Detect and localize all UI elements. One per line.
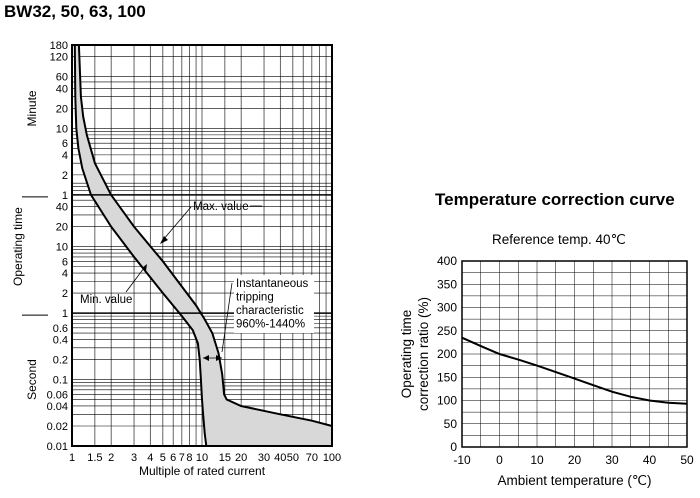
y-tick-label: 0.02 — [47, 421, 68, 433]
chart2-frame — [461, 260, 688, 448]
x-axis-label: Multiple of rated current — [139, 464, 266, 478]
x-tick-label: 20 — [235, 452, 247, 464]
x-tick-label: 30 — [605, 453, 619, 467]
y-tick-label: 40 — [56, 83, 68, 95]
x-tick-label: 50 — [287, 452, 299, 464]
x-tick-label: 10 — [530, 453, 544, 467]
min-label-leader — [125, 267, 145, 293]
annotation-bg — [234, 275, 314, 333]
max-value-label: Max. value — [193, 201, 249, 213]
instantaneous-trip-label: 960%-1440% — [236, 319, 305, 331]
y-tick-label: 20 — [56, 222, 68, 234]
arrow-head — [216, 355, 222, 361]
x-tick-label: 8 — [186, 452, 192, 464]
inst-label-leader — [221, 282, 233, 353]
y-tick-label: 4 — [62, 268, 68, 280]
arrow-head — [142, 264, 147, 271]
x-tick-label: 100 — [323, 452, 341, 464]
y-tick-label: 0.04 — [47, 401, 68, 413]
y-tick-label: 2 — [62, 170, 68, 182]
x-tick-label: 1.5 — [87, 452, 102, 464]
x-tick-label: 7 — [179, 452, 185, 464]
y-tick-label: 120 — [50, 52, 68, 64]
max-label-leader — [162, 206, 192, 241]
y-axis-label: correction ratio (%) — [416, 297, 431, 411]
y-tick-label: 6 — [62, 256, 68, 268]
x-tick-label: 0 — [496, 453, 503, 467]
chart1-frame — [71, 44, 333, 447]
x-tick-label: 20 — [568, 453, 582, 467]
x-tick-label: 5 — [160, 452, 166, 464]
x-tick-label: 30 — [258, 452, 270, 464]
x-tick-label: 70 — [306, 452, 318, 464]
y-tick-label: 250 — [437, 324, 457, 338]
y-section-label-minute: Minute — [25, 90, 39, 126]
temperature-chart-subtitle: Reference temp. 40℃ — [492, 232, 626, 247]
y-tick-label: 0 — [450, 440, 457, 454]
x-tick-label: 40 — [643, 453, 657, 467]
y-section-label-second: Second — [25, 359, 39, 400]
y-tick-label: 300 — [437, 301, 457, 315]
x-tick-label: 10 — [196, 452, 208, 464]
min-value-curve — [73, 44, 208, 447]
instantaneous-trip-label: Instantaneous — [236, 278, 309, 290]
y-tick-label: 0.01 — [47, 441, 68, 453]
y-tick-label: 4 — [62, 150, 68, 162]
page-heading: BW32, 50, 63, 100 — [4, 2, 146, 21]
y-tick-label: 6 — [62, 138, 68, 150]
y-tick-label: 350 — [437, 277, 457, 291]
instantaneous-trip-label: tripping — [236, 292, 274, 304]
y-axis-label: Operating time — [399, 310, 414, 399]
y-tick-label: 40 — [56, 202, 68, 214]
y-tick-label: 0.1 — [53, 375, 68, 387]
x-tick-label: 15 — [219, 452, 231, 464]
y-tick-label: 10 — [56, 242, 68, 254]
arrow-head — [203, 355, 209, 361]
arrow-head — [160, 236, 168, 244]
x-tick-label: 40 — [274, 452, 286, 464]
y-tick-label: 200 — [437, 347, 457, 361]
y-tick-label: 1 — [62, 190, 68, 202]
x-tick-label: 6 — [170, 452, 176, 464]
y-tick-label: 100 — [437, 394, 457, 408]
x-tick-label: 4 — [147, 452, 153, 464]
instantaneous-trip-label: characteristic — [236, 305, 304, 317]
x-tick-label: 2 — [108, 452, 114, 464]
x-tick-label: 1 — [69, 452, 75, 464]
x-axis-label: Ambient temperature (℃) — [498, 473, 652, 488]
y-tick-label: 1 — [62, 308, 68, 320]
y-tick-label: 0.4 — [53, 335, 68, 347]
y-tick-label: 150 — [437, 370, 457, 384]
min-value-label: Min. value — [80, 294, 132, 306]
y-tick-label: 180 — [50, 40, 68, 52]
y-tick-label: 50 — [444, 417, 458, 431]
y-tick-label: 20 — [56, 103, 68, 115]
temperature-chart-title: Temperature correction curve — [435, 190, 675, 209]
y-tick-label: 2 — [62, 288, 68, 300]
x-tick-label: -10 — [453, 453, 471, 467]
y-tick-label: 0.6 — [53, 323, 68, 335]
x-tick-label: 50 — [680, 453, 694, 467]
y-tick-label: 0.06 — [47, 389, 68, 401]
y-tick-label: 10 — [56, 123, 68, 135]
correction-curve — [461, 336, 688, 405]
x-tick-label: 3 — [131, 452, 137, 464]
y-tick-label: 400 — [437, 254, 457, 268]
y-tick-label: 60 — [56, 72, 68, 84]
y-axis-label: Operating time — [11, 207, 25, 286]
y-tick-label: 0.2 — [53, 355, 68, 367]
